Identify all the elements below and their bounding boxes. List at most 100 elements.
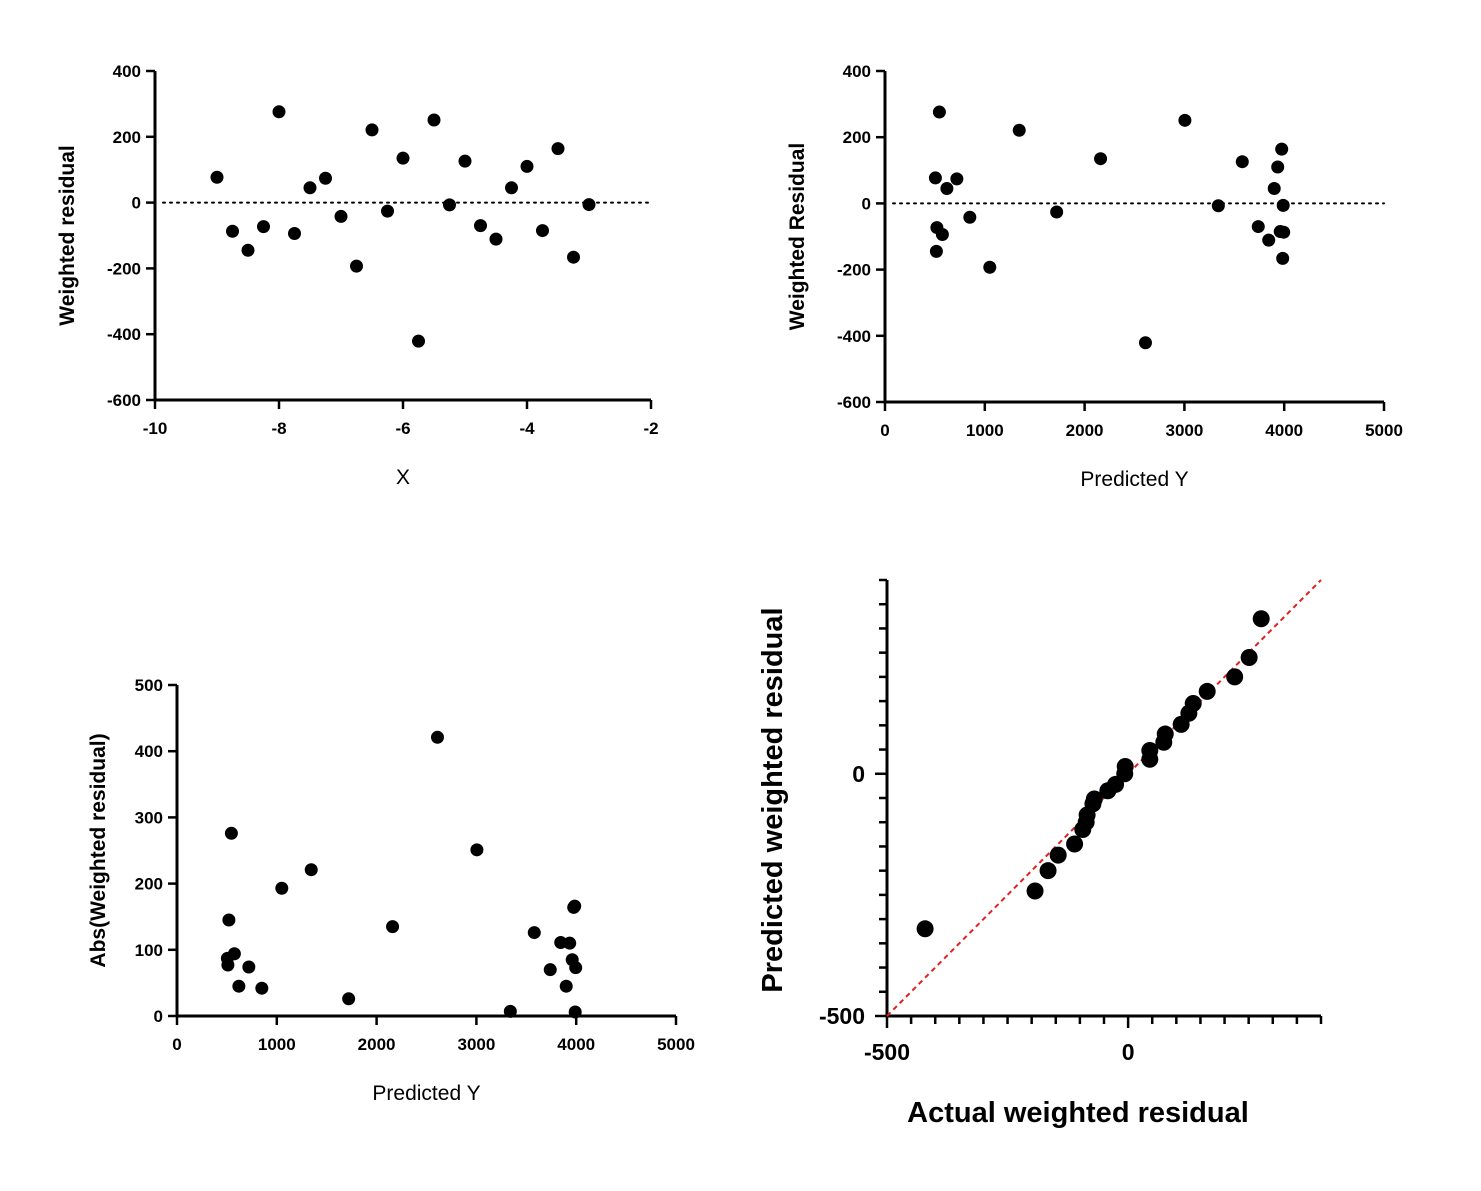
- x-tick-label: -4: [519, 419, 535, 438]
- x-tick-label: -500: [864, 1039, 910, 1065]
- data-point: [412, 334, 425, 348]
- data-point: [1271, 160, 1285, 174]
- data-point: [365, 123, 379, 137]
- data-point: [983, 260, 997, 274]
- data-point: [1211, 199, 1225, 213]
- data-point: [288, 227, 301, 241]
- y-tick-label: 200: [843, 128, 871, 147]
- data-point: [443, 198, 456, 212]
- x-tick-label: 5000: [657, 1035, 695, 1054]
- x-tick-label: -10: [143, 419, 168, 438]
- data-point: [935, 228, 949, 242]
- data-point: [1226, 668, 1244, 686]
- data-point: [505, 181, 518, 195]
- data-point: [342, 992, 356, 1006]
- data-point: [257, 220, 270, 234]
- x-tick-label: 0: [172, 1035, 181, 1054]
- x-tick-label: 0: [880, 421, 889, 440]
- data-point: [1184, 695, 1202, 713]
- data-point: [303, 181, 317, 195]
- y-tick-label: 200: [113, 128, 141, 147]
- data-point: [932, 105, 946, 119]
- data-point: [224, 826, 238, 840]
- y-tick-label: -200: [107, 259, 141, 278]
- data-point: [520, 159, 534, 173]
- x-tick-label: 4000: [557, 1035, 595, 1054]
- data-point: [950, 172, 964, 186]
- x-tick-label: 2000: [1066, 421, 1104, 440]
- data-point: [1275, 142, 1289, 156]
- x-axis-title: Predicted Y: [372, 1082, 480, 1105]
- data-point: [227, 947, 241, 961]
- x-tick-label: 3000: [457, 1035, 495, 1054]
- data-point: [241, 243, 255, 257]
- y-tick-label: -500: [819, 1003, 865, 1029]
- data-point: [543, 963, 557, 977]
- y-axis-title: Weighted Residual: [786, 143, 809, 330]
- data-point: [940, 182, 954, 196]
- data-point: [430, 730, 444, 744]
- data-point: [221, 958, 235, 972]
- data-point: [567, 250, 580, 264]
- y-axis-title: Abs(Weighted residual): [87, 733, 110, 967]
- data-point: [1039, 862, 1057, 880]
- data-point: [1094, 152, 1108, 166]
- data-point: [427, 113, 441, 127]
- data-point: [1116, 758, 1134, 776]
- data-point: [1050, 205, 1064, 219]
- data-point: [222, 913, 236, 927]
- data-point: [503, 1004, 517, 1018]
- data-point: [1156, 725, 1174, 743]
- data-point: [1252, 610, 1270, 628]
- data-point: [275, 881, 289, 895]
- data-point: [1277, 225, 1291, 239]
- data-point: [396, 151, 410, 165]
- data-point: [1267, 182, 1281, 196]
- data-point: [1049, 846, 1067, 864]
- y-tick-label: -600: [107, 391, 141, 410]
- data-point: [1085, 790, 1103, 808]
- y-tick-label: -200: [837, 261, 871, 280]
- data-point: [1178, 113, 1192, 127]
- data-point: [568, 899, 582, 913]
- data-point: [381, 204, 394, 218]
- x-tick-label: 5000: [1365, 421, 1403, 440]
- data-point: [929, 244, 943, 258]
- x-tick-label: 1000: [966, 421, 1004, 440]
- data-point: [255, 981, 269, 995]
- y-axis-title: Weighted residual: [56, 145, 79, 325]
- data-point: [350, 259, 363, 273]
- data-point: [1251, 220, 1265, 234]
- x-tick-label: -6: [395, 419, 410, 438]
- data-point: [1276, 251, 1290, 265]
- data-point: [1026, 882, 1044, 900]
- data-point: [272, 105, 286, 119]
- data-point: [1066, 835, 1084, 853]
- x-tick-label: 3000: [1165, 421, 1203, 440]
- x-axis-title: Predicted Y: [1080, 468, 1188, 491]
- data-point: [568, 1005, 582, 1019]
- data-point: [1262, 233, 1276, 247]
- data-point: [1198, 682, 1216, 700]
- data-point: [1240, 649, 1258, 667]
- data-point: [470, 843, 484, 857]
- data-point: [489, 232, 503, 246]
- data-point: [1012, 123, 1026, 137]
- y-tick-label: 0: [862, 194, 871, 213]
- x-tick-label: 2000: [358, 1035, 396, 1054]
- data-point: [304, 863, 318, 877]
- data-point: [210, 170, 224, 184]
- data-point: [474, 219, 487, 233]
- data-point: [582, 198, 596, 212]
- y-tick-label: 0: [154, 1007, 163, 1026]
- y-tick-label: -400: [837, 327, 871, 346]
- y-tick-label: 400: [843, 62, 871, 81]
- y-tick-label: 0: [132, 194, 141, 213]
- data-point: [569, 961, 583, 975]
- data-point: [963, 210, 977, 224]
- y-tick-label: 500: [135, 676, 163, 695]
- x-tick-label: 4000: [1265, 421, 1303, 440]
